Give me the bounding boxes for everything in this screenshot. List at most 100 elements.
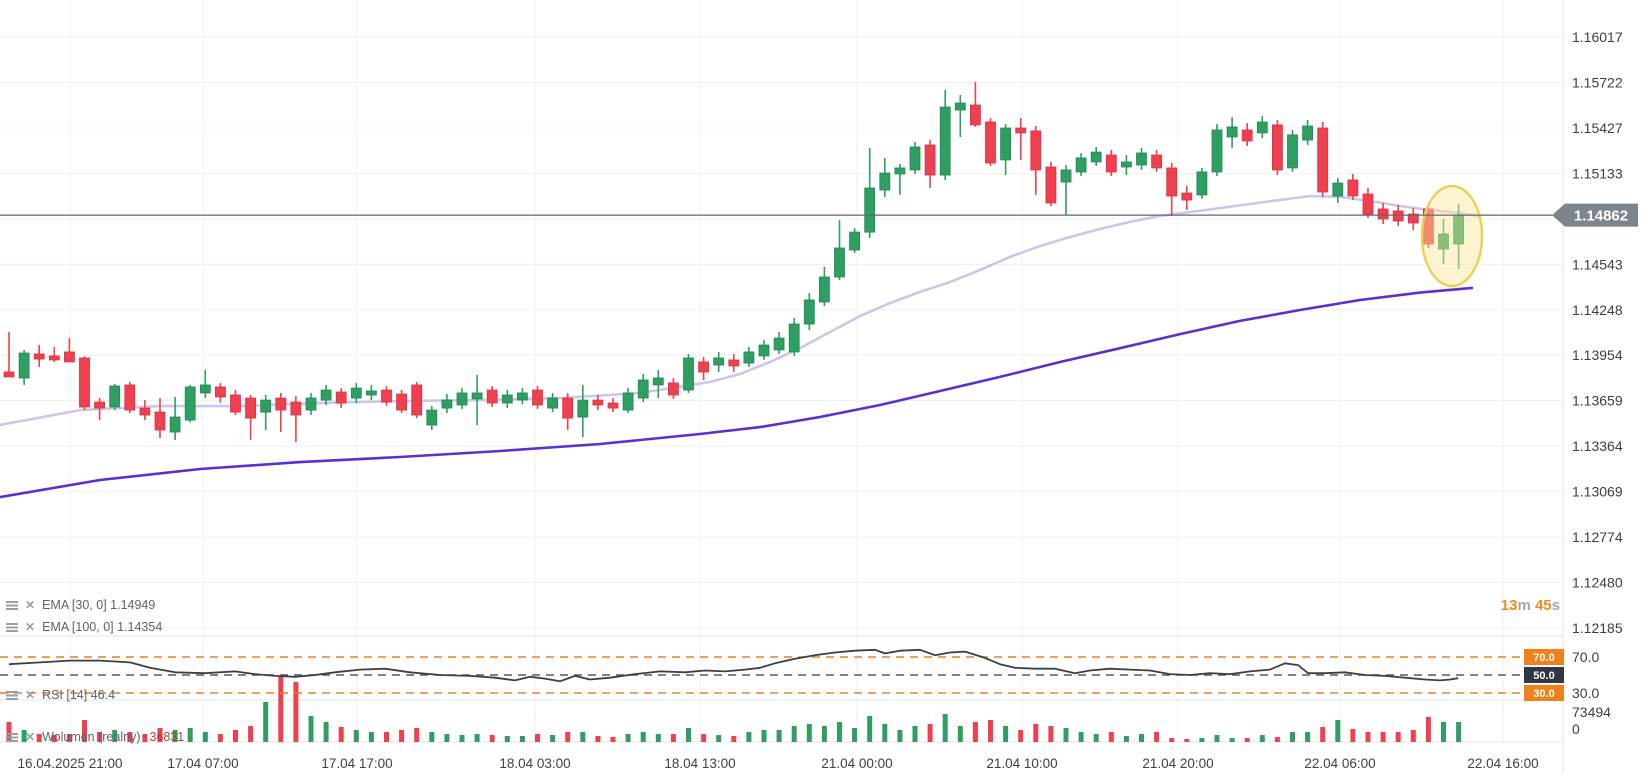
volume-bar bbox=[640, 732, 646, 742]
price-axis-label: 1.14248 bbox=[1572, 302, 1623, 318]
candle-body bbox=[758, 344, 770, 357]
candle-body bbox=[562, 397, 574, 419]
volume-bar bbox=[429, 732, 435, 742]
ema100-legend-row: ✕ EMA [100, 0] 1.14354 bbox=[6, 619, 162, 635]
volume-bar bbox=[670, 734, 676, 742]
volume-bar bbox=[51, 735, 57, 742]
candle-body bbox=[154, 411, 166, 431]
price-axis-label: 1.16017 bbox=[1572, 29, 1623, 45]
candle-body bbox=[517, 392, 528, 401]
volume-bar bbox=[21, 729, 27, 742]
candle-body bbox=[471, 392, 483, 400]
timer-s-unit: s bbox=[1551, 597, 1560, 614]
volume-bar bbox=[323, 722, 329, 742]
menu-icon[interactable] bbox=[6, 600, 18, 610]
menu-icon[interactable] bbox=[6, 690, 18, 700]
candle-body bbox=[1000, 127, 1011, 161]
rsi-level-badge-text: 50.0 bbox=[1533, 670, 1554, 682]
volume-bar bbox=[927, 723, 933, 742]
volume-bar bbox=[1003, 725, 1009, 742]
volume-legend-row: ✕ Wolumen (realny) 36831 bbox=[6, 729, 184, 745]
volume-bar bbox=[1214, 735, 1220, 742]
candle-body bbox=[803, 299, 815, 325]
volume-bar bbox=[565, 732, 571, 742]
rsi-level-badge-text: 70.0 bbox=[1533, 652, 1554, 664]
candle-body bbox=[713, 357, 725, 366]
menu-icon[interactable] bbox=[6, 622, 18, 632]
current-price-tag-text: 1.14862 bbox=[1574, 208, 1628, 225]
time-axis-label: 18.04 13:00 bbox=[664, 756, 735, 771]
volume-bar bbox=[686, 728, 691, 742]
candle-body bbox=[1302, 125, 1313, 141]
candle-body bbox=[3, 371, 15, 378]
close-icon[interactable]: ✕ bbox=[25, 598, 36, 612]
candle-body bbox=[1241, 129, 1253, 142]
candle-body bbox=[864, 187, 876, 233]
volume-bar bbox=[1139, 734, 1144, 742]
candle-body bbox=[486, 389, 498, 404]
volume-bar bbox=[1320, 726, 1326, 742]
ema100-label: EMA [100, 0] 1.14354 bbox=[42, 620, 163, 634]
volume-bar bbox=[912, 725, 918, 742]
candle-body bbox=[954, 102, 966, 111]
volume-bar bbox=[776, 729, 782, 742]
candle-body bbox=[1045, 166, 1057, 204]
volume-bar bbox=[263, 702, 269, 742]
volume-bar bbox=[1184, 738, 1190, 742]
volume-axis-max: 73494 bbox=[1572, 704, 1611, 720]
candle-body bbox=[728, 359, 740, 367]
volume-bar bbox=[1078, 732, 1084, 742]
current-price-tag bbox=[1552, 203, 1638, 227]
candle-body bbox=[1226, 126, 1238, 138]
candle-body bbox=[743, 351, 755, 364]
volume-bar bbox=[66, 734, 72, 742]
time-axis[interactable]: 16.04.2025 21:00 17.04 07:00 17.04 17:00 18… bbox=[17, 756, 1538, 771]
close-icon[interactable]: ✕ bbox=[25, 730, 36, 744]
ema30-label: EMA [30, 0] 1.14949 bbox=[42, 598, 156, 612]
volume-bar bbox=[157, 728, 163, 742]
candle-body bbox=[1407, 213, 1419, 224]
price-axis-label: 1.12774 bbox=[1572, 529, 1623, 545]
candle-body bbox=[335, 391, 347, 404]
volume-bar bbox=[1335, 719, 1341, 742]
candle-body bbox=[819, 276, 830, 303]
close-icon[interactable]: ✕ bbox=[25, 688, 36, 702]
volume-bar bbox=[1063, 728, 1069, 742]
candle-body bbox=[456, 392, 468, 406]
volume-bar bbox=[867, 715, 873, 742]
candle-body bbox=[365, 390, 377, 396]
volume-bar bbox=[761, 729, 767, 742]
candle-body bbox=[683, 357, 694, 391]
volume-bar bbox=[278, 677, 284, 742]
menu-icon[interactable] bbox=[6, 732, 18, 742]
volume-bar bbox=[837, 722, 842, 742]
volume-bar bbox=[897, 729, 903, 742]
time-axis-label: 21.04 10:00 bbox=[986, 756, 1057, 771]
candle-body bbox=[788, 323, 800, 353]
ema100-line bbox=[0, 286, 1474, 499]
rsi-level-badge bbox=[1524, 685, 1564, 701]
ema30-legend-row: ✕ EMA [30, 0] 1.14949 bbox=[6, 597, 155, 613]
volume-bar bbox=[1093, 734, 1099, 742]
volume-bar bbox=[444, 734, 450, 742]
time-axis-label: 22.04 16:00 bbox=[1467, 756, 1538, 771]
close-icon[interactable]: ✕ bbox=[25, 620, 36, 634]
candle-body bbox=[290, 401, 302, 416]
candle-body bbox=[577, 399, 589, 418]
price-axis-label: 1.15427 bbox=[1572, 120, 1623, 136]
price-axis[interactable]: 1.16017 1.15722 1.15427 1.15133 1.14543 1.142… bbox=[1572, 29, 1623, 737]
volume-bar bbox=[36, 734, 42, 742]
candle-body bbox=[1272, 124, 1283, 171]
volume-bar bbox=[338, 726, 344, 742]
candle-body bbox=[1211, 129, 1223, 173]
volume-bar bbox=[127, 732, 133, 742]
candle-body bbox=[139, 407, 151, 416]
price-axis-label: 1.15722 bbox=[1572, 75, 1623, 91]
volume-bar bbox=[82, 719, 87, 742]
rsi-pane: 70.0 50.0 30.0 bbox=[0, 648, 1564, 701]
candle-body bbox=[33, 353, 45, 360]
volume-bar bbox=[1018, 729, 1024, 742]
candle-body bbox=[1121, 161, 1132, 168]
candle-countdown-timer: 13m 45s bbox=[1420, 597, 1560, 614]
